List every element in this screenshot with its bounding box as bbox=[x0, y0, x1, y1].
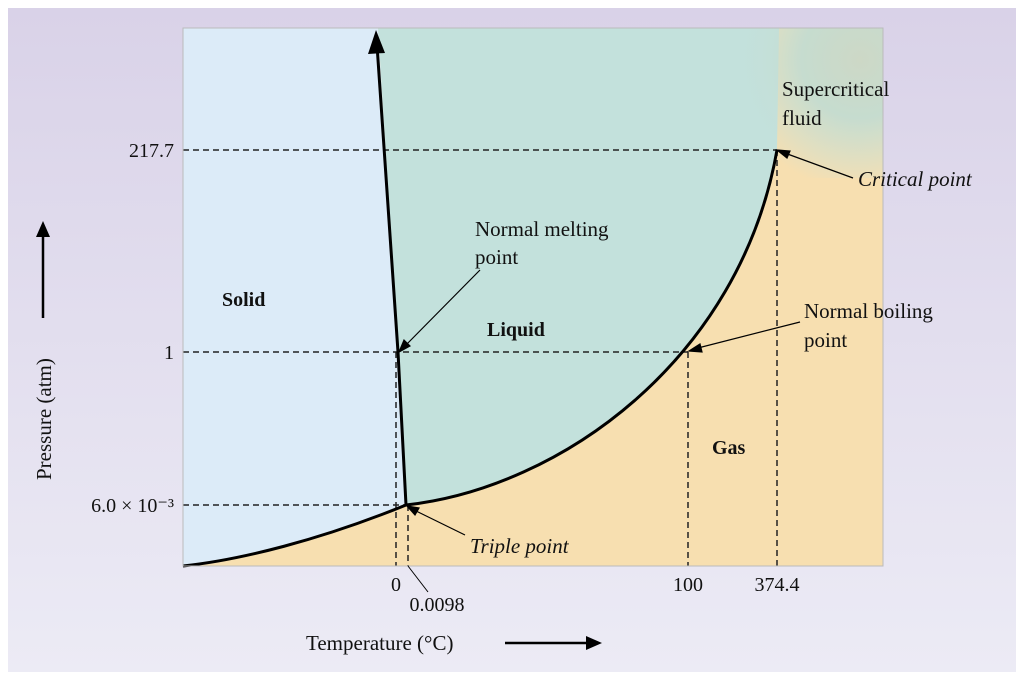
y-tick-triple: 6.0 × 10⁻³ bbox=[91, 495, 174, 517]
melting-curve bbox=[375, 44, 408, 506]
melting-curve-arrowhead bbox=[368, 30, 385, 54]
triple-pointer bbox=[411, 508, 466, 536]
sublimation-curve bbox=[182, 503, 407, 568]
critical-pointer bbox=[781, 151, 854, 179]
melting-label-line1: Normal melting bbox=[475, 217, 609, 241]
x-tick-zero: 0 bbox=[391, 574, 401, 596]
liquid-label: Liquid bbox=[487, 319, 545, 341]
y-tick-one: 1 bbox=[164, 342, 174, 364]
solid-label: Solid bbox=[222, 289, 265, 311]
triple-point-label: Triple point bbox=[470, 534, 570, 558]
solid-region bbox=[183, 28, 406, 566]
boiling-pointer bbox=[693, 321, 801, 350]
triple-temp-leader bbox=[407, 565, 429, 593]
boiling-label-line1: Normal boiling bbox=[804, 299, 933, 323]
supercritical-label-line1: Supercritical bbox=[782, 77, 889, 101]
boiling-label-line2: point bbox=[804, 328, 847, 352]
gas-label: Gas bbox=[712, 437, 746, 459]
x-tick-triple: 0.0098 bbox=[410, 594, 465, 616]
supercritical-label-line2: fluid bbox=[782, 106, 822, 130]
plot-border bbox=[182, 27, 884, 567]
critical-point-label: Critical point bbox=[858, 167, 973, 191]
x-tick-boiling: 100 bbox=[673, 574, 703, 596]
x-tick-critical: 374.4 bbox=[755, 574, 800, 596]
melting-label-line2: point bbox=[475, 245, 518, 269]
y-axis-label: Pressure (atm) bbox=[32, 358, 56, 480]
melting-pointer bbox=[402, 269, 481, 349]
vaporization-curve bbox=[405, 149, 779, 507]
y-tick-critical: 217.7 bbox=[129, 140, 174, 162]
supercritical-region bbox=[700, 28, 883, 178]
x-axis-label: Temperature (°C) bbox=[306, 631, 453, 655]
